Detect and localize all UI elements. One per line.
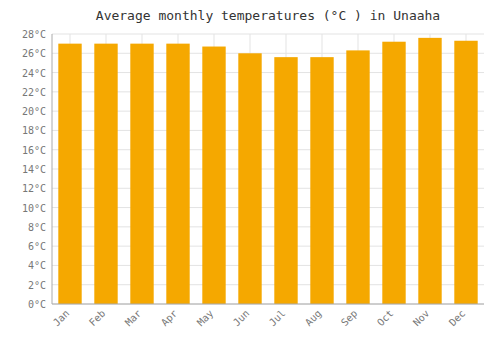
y-tick-label: 0°C [28,299,46,310]
y-axis: 0°C 2°C 4°C 6°C 8°C 10°C 12°C 14°C 16°C 18°C 20°C 2… [22,29,46,310]
bar [202,47,225,304]
y-tick-label: 16°C [22,145,46,156]
bar [418,38,441,304]
y-axis-line [52,34,53,304]
bar [130,44,153,304]
bar [310,57,333,304]
x-tick-label: Jun [231,308,252,329]
x-tick-label: Aug [303,308,324,329]
bar [58,44,81,304]
x-tick-label: Oct [375,308,396,329]
x-tick-label: Jul [267,308,288,329]
bar [274,57,297,304]
y-grid-line [52,304,484,305]
bars [58,38,477,304]
y-tick-label: 20°C [22,106,46,117]
x-tick-label: Dec [447,308,468,329]
y-tick-label: 24°C [22,68,46,79]
x-axis: Jan Feb Mar Apr May Jun Jul Aug Sep Oct Nov Dec [51,308,468,329]
y-tick-label: 4°C [28,260,46,271]
x-tick-label: Feb [87,308,108,329]
x-axis-line [52,304,484,305]
bar [166,44,189,304]
x-tick-label: Sep [339,308,360,329]
x-tick-label: Mar [123,308,144,329]
y-tick-label: 22°C [22,87,46,98]
y-grid-line [52,34,484,35]
chart-svg: Average monthly temperatures (°C ) in Un… [0,0,500,350]
x-tick-label: Nov [411,308,432,329]
x-tick-label: May [195,308,216,329]
chart-container: Average monthly temperatures (°C ) in Un… [0,0,500,350]
bar [94,44,117,304]
bar [382,42,405,304]
y-tick-label: 12°C [22,183,46,194]
y-tick-label: 18°C [22,125,46,136]
y-tick-label: 6°C [28,241,46,252]
grid [52,34,484,304]
x-tick-label: Jan [51,308,72,329]
y-tick-label: 14°C [22,164,46,175]
x-tick-label: Apr [159,308,180,329]
y-tick-label: 8°C [28,222,46,233]
y-tick-label: 10°C [22,203,46,214]
chart-title: Average monthly temperatures (°C ) in Un… [96,8,440,23]
y-tick-label: 2°C [28,280,46,291]
bar [454,41,477,304]
y-tick-label: 26°C [22,48,46,59]
bar [346,50,369,304]
y-tick-label: 28°C [22,29,46,40]
bar [238,53,261,304]
